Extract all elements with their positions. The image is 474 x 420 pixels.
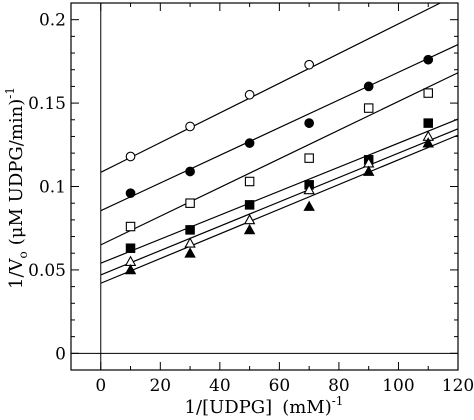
- filled-square-point-4-2: [185, 225, 195, 235]
- open-square-point-3-4: [304, 153, 314, 163]
- open-square-point-3-3: [244, 176, 255, 187]
- open-circle-point-1-2: [185, 121, 195, 132]
- x-tick-label: 120: [442, 376, 474, 396]
- filled-circle-point-2-4: [304, 118, 315, 128]
- filled-triangle-point-6-3: [243, 223, 256, 235]
- x-axis-title: 1/[UDPG] (mM)-1: [185, 394, 344, 418]
- y-tick-label: 0.15: [28, 94, 66, 114]
- y-tick-label: 0.2: [39, 11, 66, 31]
- filled-circle-point-2-5: [363, 81, 374, 92]
- filled-square-point-4-3: [244, 200, 255, 210]
- filled-square-point-4-1: [125, 243, 136, 253]
- axis-ticks: [70, 3, 459, 371]
- fit-line-2: [100, 43, 459, 212]
- open-triangle-point-5-4: [303, 183, 315, 195]
- open-square-point-3-1: [125, 221, 136, 232]
- filled-triangle-point-6-5: [362, 165, 375, 176]
- x-axis-units: (mM): [282, 397, 332, 418]
- x-axis-exponent: -1: [332, 394, 344, 408]
- reference-lines: [71, 3, 458, 370]
- x-tick-label: 40: [209, 376, 231, 396]
- y-axis-label: 1/V: [6, 257, 27, 289]
- fit-line-5: [100, 128, 459, 276]
- y-tick-label: 0: [55, 344, 66, 364]
- open-square-point-3-2: [185, 198, 195, 208]
- open-triangle-point-5-3: [243, 213, 256, 225]
- open-square-point-3-6: [423, 88, 433, 98]
- fit-lines: [100, 2, 459, 284]
- x-tick-label: 100: [382, 376, 414, 396]
- y-axis-title: 1/Vo (μM UDPG/min)-1: [3, 87, 30, 289]
- open-triangle-point-5-2: [184, 237, 196, 248]
- fit-line-1: [100, 2, 441, 173]
- filled-circle-point-2-2: [185, 166, 195, 177]
- x-tick-label: 20: [149, 376, 171, 396]
- open-circle-point-1-4: [304, 59, 315, 70]
- filled-circle-point-2-3: [244, 138, 255, 148]
- y-axis-units: (μM UDPG/min): [6, 99, 27, 245]
- open-circle-point-1-3: [244, 89, 255, 100]
- filled-triangle-point-6-6: [422, 137, 434, 148]
- y-tick-label: 0.1: [39, 178, 66, 198]
- y-axis-subscript: o: [16, 251, 30, 258]
- fit-line-3: [100, 72, 459, 246]
- x-tick-label: 0: [95, 376, 106, 396]
- y-tick-label: 0.05: [28, 261, 66, 281]
- y-axis-exponent: -1: [3, 87, 17, 99]
- tick-labels: 0 20 40 60 80 100 120 0 0.05 0.1 0.15 0.2: [28, 11, 474, 396]
- open-circle-point-1-1: [125, 151, 136, 162]
- plot-frame: [70, 2, 459, 371]
- filled-triangle-point-6-2: [184, 247, 196, 258]
- fit-line-4: [100, 118, 459, 264]
- x-tick-label: 80: [328, 376, 350, 396]
- filled-circle-point-2-6: [423, 54, 434, 65]
- x-tick-label: 60: [269, 376, 291, 396]
- filled-triangle-point-6-1: [124, 263, 137, 275]
- filled-square-point-4-6: [423, 118, 433, 128]
- x-axis-label: 1/[UDPG]: [185, 397, 273, 418]
- open-square-point-3-5: [363, 103, 374, 113]
- fit-line-6: [100, 134, 459, 284]
- data-markers: [124, 54, 434, 275]
- filled-circle-point-2-1: [125, 188, 136, 199]
- filled-triangle-point-6-4: [303, 200, 315, 211]
